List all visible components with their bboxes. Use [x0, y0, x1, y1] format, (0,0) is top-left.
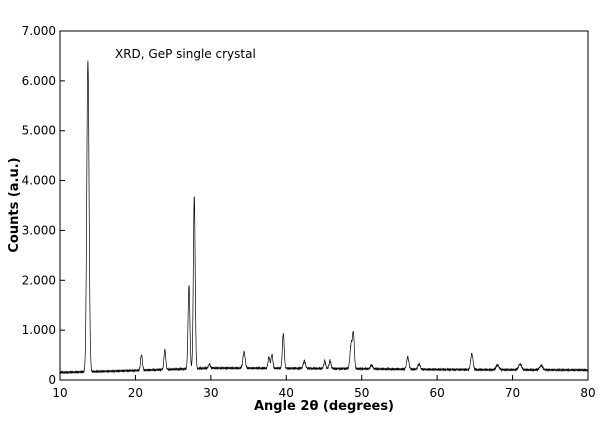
- x-tick-label: 20: [128, 386, 143, 400]
- y-tick-label: 0: [48, 373, 56, 387]
- xrd-series-line: [59, 60, 589, 375]
- y-tick-label: 6.000: [22, 74, 56, 88]
- x-tick-label: 50: [354, 386, 369, 400]
- x-tick-label: 10: [52, 386, 67, 400]
- x-tick-label: 70: [505, 386, 520, 400]
- x-tick-label: 80: [580, 386, 595, 400]
- y-tick-label: 4.000: [22, 174, 56, 188]
- x-axis-title: Angle 2θ (degrees): [254, 399, 394, 414]
- x-axis-ticks: 10 20 30 40 50 60 70 80: [52, 375, 596, 400]
- y-tick-label: 5.000: [22, 124, 56, 138]
- y-tick-label: 1.000: [22, 323, 56, 337]
- y-tick-label: 7.000: [22, 24, 56, 38]
- y-axis-ticks: 0 1.000 2.000 3.000 4.000 5.000 6.000 7.000: [22, 24, 65, 387]
- x-tick-label: 60: [430, 386, 445, 400]
- chart-annotation: XRD, GeP single crystal: [115, 47, 256, 61]
- y-tick-label: 2.000: [22, 273, 56, 287]
- plot-frame: [59, 30, 589, 381]
- y-tick-label: 3.000: [22, 223, 56, 237]
- x-tick-label: 30: [203, 386, 218, 400]
- y-axis-title: Counts (a.u.): [7, 157, 22, 252]
- x-tick-label: 40: [279, 386, 294, 400]
